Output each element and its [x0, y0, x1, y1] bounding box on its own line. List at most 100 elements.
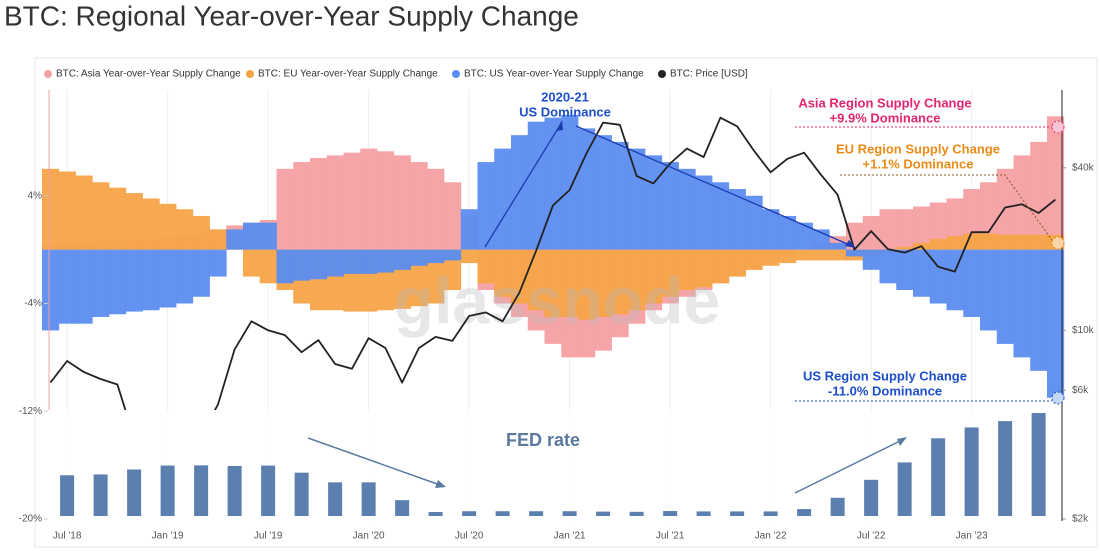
bar [996, 234, 1014, 250]
fed-bar [797, 509, 812, 516]
arrow [484, 121, 563, 248]
bar [963, 233, 981, 250]
fed-bar [864, 479, 879, 516]
fed-bar [596, 511, 611, 516]
fed-bar [495, 511, 510, 516]
bar [561, 114, 579, 250]
bar [812, 249, 830, 261]
bar [109, 249, 127, 315]
bar [243, 249, 261, 277]
bar [58, 249, 76, 324]
annotation-shapes [307, 120, 1065, 494]
bar [377, 249, 395, 273]
bar [293, 249, 311, 281]
bar [728, 189, 746, 250]
x-tick-label: Jul '19 [254, 531, 283, 542]
annotation: US Region Supply Change [803, 368, 967, 383]
bar [410, 249, 428, 266]
bar [393, 155, 411, 250]
fed-bar [462, 511, 477, 516]
bar [762, 249, 780, 266]
fed-bar [529, 511, 544, 516]
bar [578, 249, 596, 320]
bar [192, 249, 210, 297]
bar [410, 162, 428, 250]
bar [1013, 249, 1031, 358]
annotation: +9.9% Dominance [830, 110, 941, 125]
fed-bar [696, 511, 711, 516]
bar [695, 249, 713, 288]
fed-bar [227, 465, 242, 516]
legend-swatch [246, 70, 254, 78]
x-tick-label: Jan '23 [956, 531, 988, 542]
annotation: +1.1% Dominance [863, 156, 974, 171]
fed-bar [428, 512, 443, 516]
bar [276, 249, 294, 284]
arrow-head [435, 480, 446, 488]
bar [310, 158, 328, 250]
y2-tick-label: $2k [1072, 514, 1089, 525]
bar [511, 135, 529, 250]
fed-bar [998, 421, 1013, 516]
bar [460, 249, 478, 264]
bar [343, 249, 361, 274]
bar [92, 249, 110, 317]
bar [728, 249, 746, 277]
arrow [794, 439, 903, 494]
arrow [575, 125, 853, 247]
fed-bar [127, 469, 142, 516]
x-tick-label: Jul '18 [53, 531, 82, 542]
fed-bar [294, 472, 309, 516]
bar [594, 249, 612, 317]
bar [929, 249, 947, 304]
bar [310, 249, 328, 280]
bar [795, 249, 813, 261]
bar [42, 249, 60, 331]
bar [527, 121, 545, 250]
arrow-head [897, 437, 907, 446]
legend-item: BTC: Asia Year-over-Year Supply Change [44, 69, 241, 80]
bar [326, 249, 344, 277]
y-tick-label: -4% [24, 298, 42, 309]
bar [678, 168, 696, 250]
fed-bar [931, 438, 946, 516]
annotation: 2020-21 [541, 89, 589, 104]
fed-bar [1031, 413, 1046, 516]
bar [192, 215, 210, 250]
x-tick-label: Jan '21 [554, 531, 586, 542]
bar [109, 187, 127, 250]
bar [209, 249, 227, 277]
bar [125, 193, 143, 250]
bar [661, 249, 679, 297]
bar [444, 249, 462, 261]
bar [661, 162, 679, 250]
bar [377, 151, 395, 250]
fed-bar [361, 482, 376, 516]
bar [159, 203, 177, 250]
legend-label: BTC: US Year-over-Year Supply Change [464, 69, 644, 80]
bar [929, 238, 947, 250]
bar [1013, 155, 1031, 250]
fed-bar [763, 511, 778, 516]
bar [494, 249, 512, 297]
legend-swatch [44, 70, 52, 78]
bar [980, 233, 998, 250]
bar [259, 249, 277, 284]
fed-bar [160, 465, 175, 516]
bar [896, 246, 914, 250]
x-tick-label: Jan '22 [755, 531, 787, 542]
fed-bar [93, 474, 108, 516]
bar [846, 249, 864, 257]
bar [1047, 249, 1065, 398]
bar [1030, 141, 1048, 250]
bar [879, 209, 897, 250]
bar [762, 209, 780, 250]
fed-bar [562, 511, 577, 516]
bar [293, 162, 311, 250]
bar [527, 249, 545, 311]
fed-bar [60, 475, 75, 516]
bar [963, 249, 981, 317]
bar [360, 148, 378, 250]
legend-label: BTC: EU Year-over-Year Supply Change [258, 69, 438, 80]
